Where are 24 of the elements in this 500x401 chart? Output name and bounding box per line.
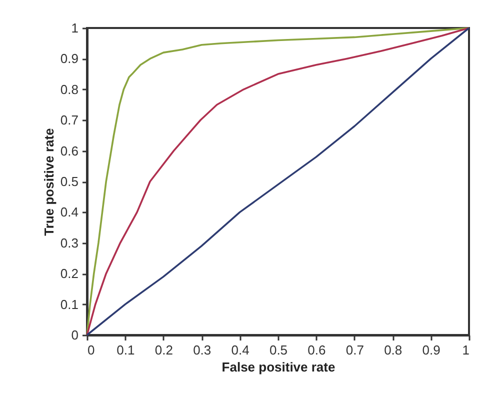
y-tick-label: 0.8 [60, 82, 78, 97]
y-axis-title: True positive rate [41, 128, 56, 236]
x-tick-label: 0.2 [154, 342, 173, 358]
x-tick-label: 0.8 [384, 342, 402, 358]
y-tick-label: 1 [71, 20, 78, 36]
x-tick-label: 0.4 [231, 342, 250, 358]
y-tick-label: 0.1 [60, 296, 78, 312]
x-tick-label: 0.1 [116, 342, 135, 358]
y-tick-label: 0.4 [60, 204, 78, 220]
x-tick-label: 0 [88, 342, 95, 358]
x-axis-title: False positive rate [222, 360, 336, 374]
y-tick-label: 0.7 [60, 112, 78, 128]
y-tick-label: 0 [71, 328, 78, 342]
x-tick-label: 0.3 [193, 342, 212, 358]
x-tick-label: 1 [462, 342, 470, 358]
y-tick-label: 0.5 [60, 174, 78, 189]
x-tick-label: 0.7 [346, 342, 364, 358]
y-tick-label: 0.3 [60, 235, 78, 250]
y-tick-label: 0.2 [60, 266, 78, 282]
y-tick-label: 0.6 [60, 143, 78, 158]
y-tick-label: 0.9 [60, 51, 78, 66]
x-tick-label: 0.9 [422, 342, 440, 358]
x-tick-label: 0.6 [308, 342, 326, 358]
x-tick-label: 0.5 [269, 342, 288, 358]
